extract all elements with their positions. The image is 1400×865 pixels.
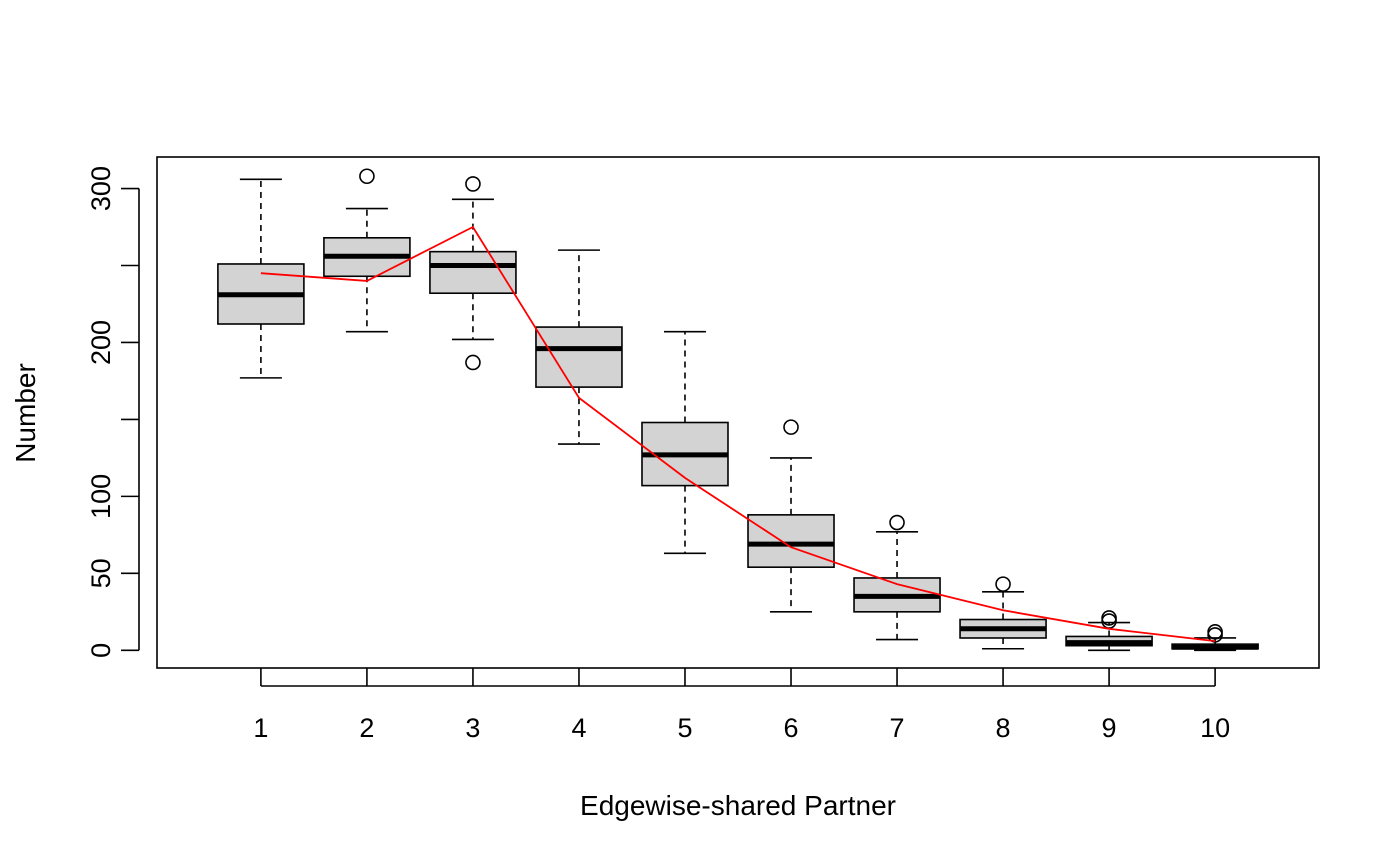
y-axis: 0 50 100 200 300 bbox=[86, 166, 140, 658]
y-tick-label: 200 bbox=[86, 320, 116, 365]
box-body bbox=[535, 326, 623, 388]
box-7 bbox=[853, 514, 941, 641]
x-tick-label: 1 bbox=[253, 713, 268, 743]
boxes-layer bbox=[217, 168, 1259, 652]
outlier-point bbox=[1101, 613, 1117, 629]
x-tick-label: 8 bbox=[996, 713, 1011, 743]
series-line-1 bbox=[260, 225, 1216, 642]
plot-frame bbox=[156, 156, 1320, 669]
box-3 bbox=[429, 176, 517, 371]
box-2 bbox=[323, 168, 411, 333]
x-tick-label: 2 bbox=[359, 713, 374, 743]
box-body bbox=[747, 514, 835, 568]
box-9 bbox=[1065, 610, 1153, 652]
x-axis: 1 2 3 4 5 6 7 8 9 10 bbox=[253, 668, 1230, 743]
box-1 bbox=[217, 178, 305, 379]
x-tick-label: 6 bbox=[783, 713, 798, 743]
y-tick-label: 100 bbox=[86, 474, 116, 519]
line-layer bbox=[260, 225, 1216, 642]
box-10 bbox=[1171, 624, 1259, 652]
x-tick-label: 7 bbox=[890, 713, 905, 743]
box-4 bbox=[535, 249, 623, 445]
outlier-point bbox=[1207, 624, 1223, 640]
box-5 bbox=[641, 330, 729, 555]
y-tick-label: 300 bbox=[86, 166, 116, 211]
outlier-point bbox=[783, 419, 799, 435]
x-tick-label: 4 bbox=[571, 713, 586, 743]
outlier-point bbox=[465, 176, 481, 192]
x-axis-title: Edgewise-shared Partner bbox=[580, 790, 896, 821]
x-tick-label: 3 bbox=[465, 713, 480, 743]
outlier-point bbox=[889, 514, 905, 531]
outlier-point bbox=[359, 168, 375, 185]
outlier-point bbox=[995, 576, 1011, 592]
y-axis-title: Number bbox=[10, 363, 41, 463]
y-tick-label: 50 bbox=[86, 558, 116, 588]
y-tick-label: 0 bbox=[86, 643, 116, 658]
box-body bbox=[429, 250, 517, 295]
x-tick-label: 10 bbox=[1200, 713, 1230, 743]
x-tick-label: 5 bbox=[677, 713, 692, 743]
outlier-point bbox=[1101, 610, 1117, 626]
outlier-point bbox=[465, 354, 481, 371]
box-6 bbox=[747, 419, 835, 613]
box-8 bbox=[959, 576, 1047, 650]
x-tick-label: 9 bbox=[1102, 713, 1117, 743]
